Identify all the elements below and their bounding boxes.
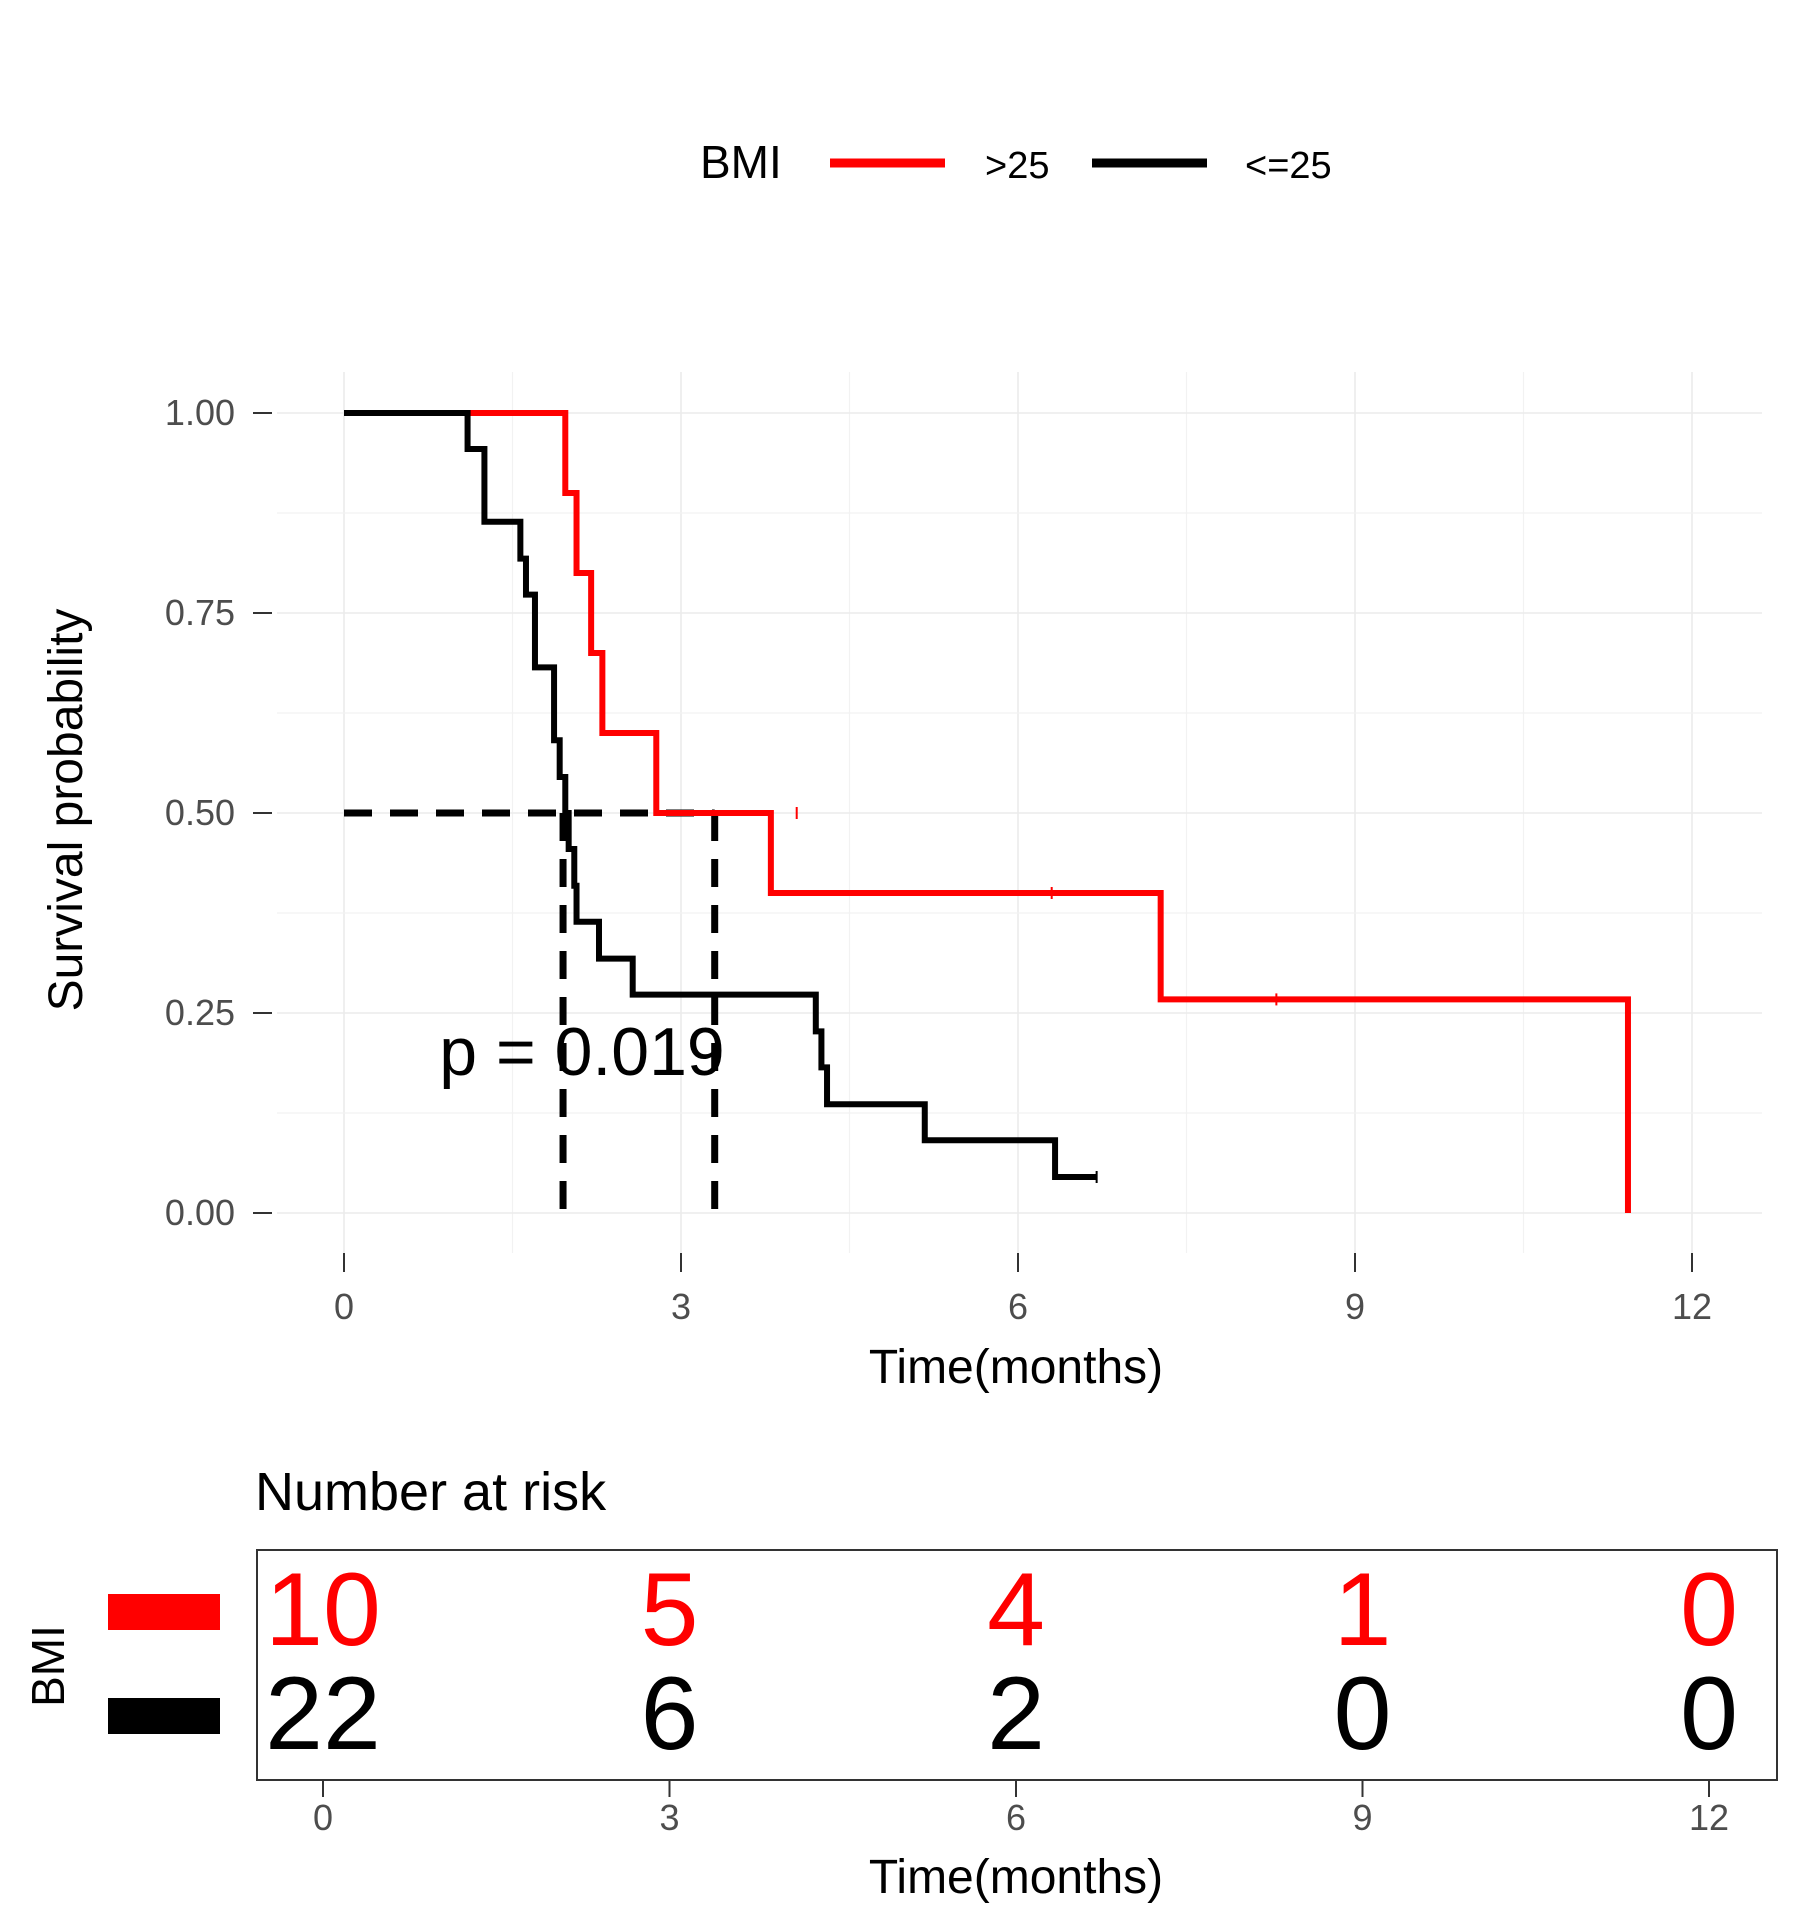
legend-label-gt25: >25	[985, 145, 1049, 187]
x-tick-label: 0	[334, 1286, 354, 1327]
y-tick-label: 0.00	[165, 1192, 235, 1233]
risk-count: 22	[265, 1656, 381, 1772]
risk-count: 4	[987, 1552, 1045, 1668]
x-axis-title: Time(months)	[869, 1341, 1163, 1394]
risk-swatch-gt25	[108, 1594, 220, 1630]
p-value-annotation: p = 0.019	[439, 1014, 724, 1090]
y-tick-label: 1.00	[165, 392, 235, 433]
x-tick-label: 12	[1672, 1286, 1712, 1327]
risk-count: 0	[1680, 1656, 1738, 1772]
survival-plot: 0.00 0.25 0.50 0.75 1.00 0 3 6 9 12 p = 0.019 Ti…	[40, 372, 1762, 1394]
risk-count: 6	[641, 1656, 699, 1772]
risk-values: 10 5 4 1 022 6 2 0 0	[265, 1552, 1738, 1772]
risk-x-tick-label: 3	[659, 1797, 679, 1838]
risk-count: 0	[1334, 1656, 1392, 1772]
risk-x-tick-label: 9	[1352, 1797, 1372, 1838]
risk-table: Number at risk BMI 10 5 4 1 022 6 2 0 0 0 3 6 9 12 T…	[22, 1462, 1778, 1904]
risk-count: 1	[1334, 1552, 1392, 1668]
y-axis: 0.00 0.25 0.50 0.75 1.00	[165, 392, 272, 1233]
x-tick-label: 3	[671, 1286, 691, 1327]
median-lines	[344, 809, 719, 1213]
y-axis-title: Survival probability	[40, 609, 93, 1012]
x-tick-label: 9	[1345, 1286, 1365, 1327]
legend-title: BMI	[700, 136, 782, 188]
legend-label-le25: <=25	[1245, 145, 1332, 187]
survival-curve-le25	[344, 410, 1097, 1180]
risk-x-tick-label: 0	[313, 1797, 333, 1838]
y-tick-label: 0.25	[165, 992, 235, 1033]
risk-table-title: Number at risk	[255, 1462, 607, 1522]
risk-x-axis-title: Time(months)	[869, 1851, 1163, 1904]
survival-curves	[344, 410, 1631, 1213]
risk-x-axis: 0 3 6 9 12	[313, 1780, 1729, 1838]
x-tick-label: 6	[1008, 1286, 1028, 1327]
y-tick-label: 0.75	[165, 592, 235, 633]
x-axis: 0 3 6 9 12	[334, 1253, 1712, 1327]
risk-x-tick-label: 12	[1689, 1797, 1729, 1838]
legend: BMI >25 <=25	[700, 136, 1332, 188]
risk-swatch-le25	[108, 1698, 220, 1734]
risk-table-ylabel: BMI	[22, 1625, 74, 1707]
survival-curve-gt25	[344, 410, 1631, 1213]
risk-x-tick-label: 6	[1006, 1797, 1026, 1838]
risk-count: 0	[1680, 1552, 1738, 1668]
risk-count: 5	[641, 1552, 699, 1668]
risk-count: 10	[265, 1552, 381, 1668]
risk-count: 2	[987, 1656, 1045, 1772]
y-tick-label: 0.50	[165, 792, 235, 833]
grid-layer	[277, 372, 1762, 1253]
